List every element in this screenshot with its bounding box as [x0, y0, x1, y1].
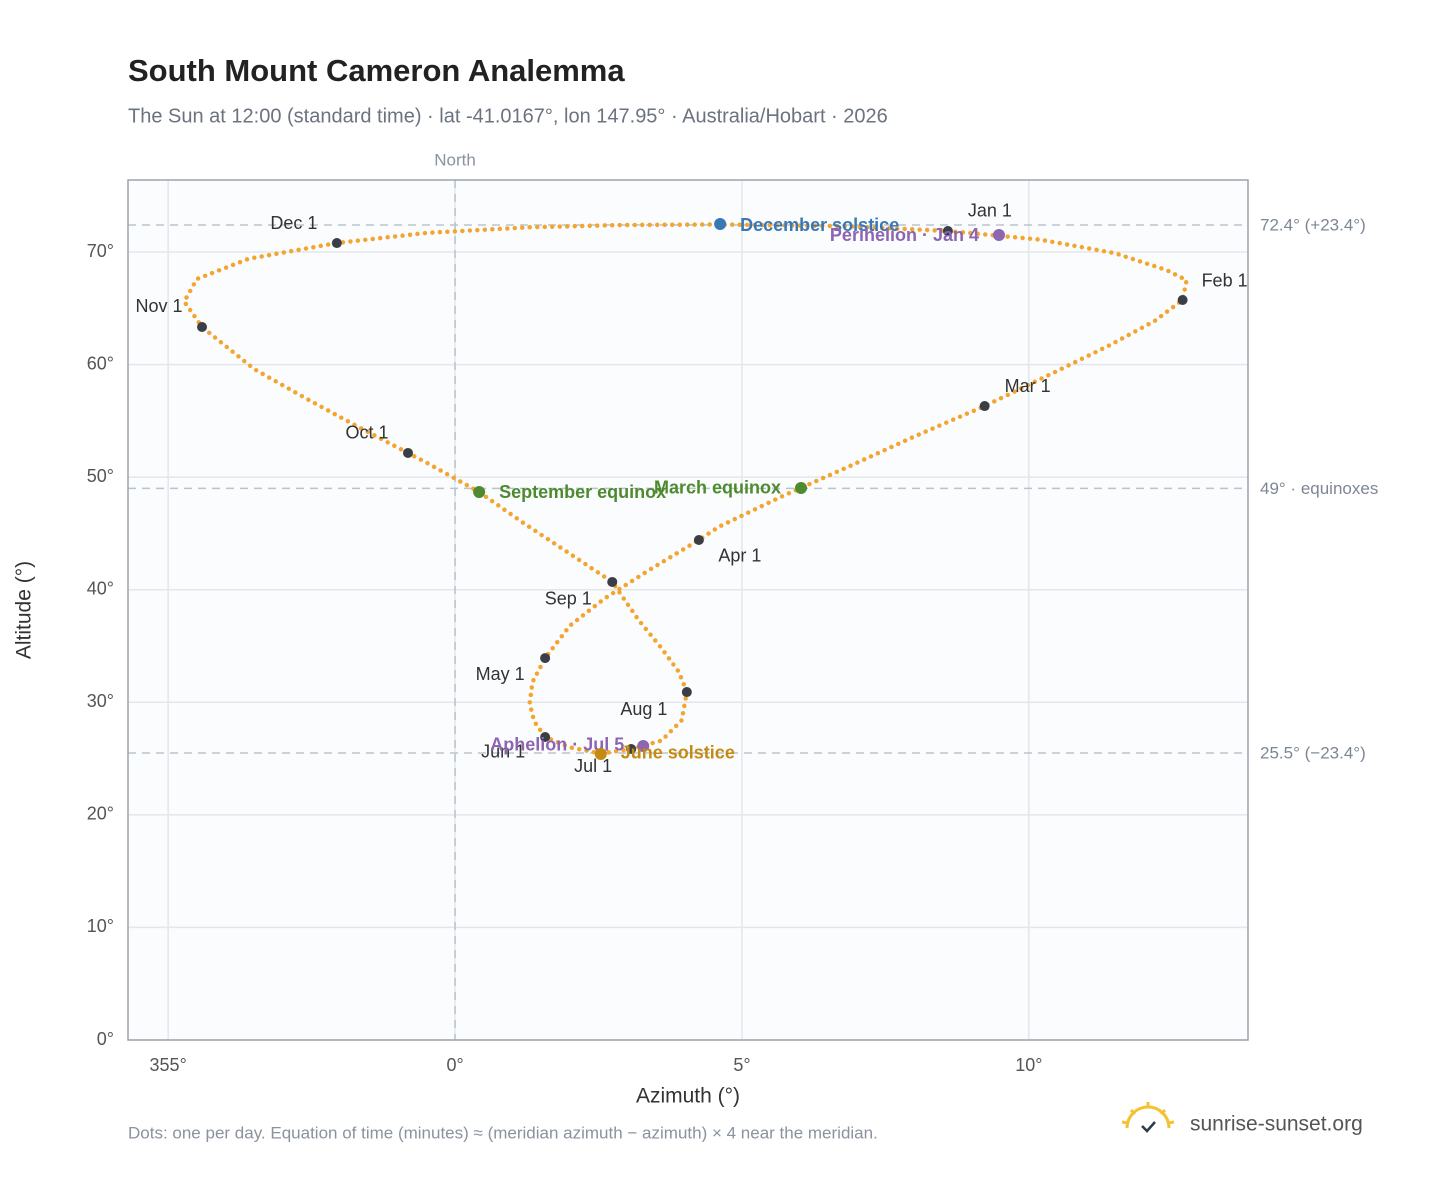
- event-label: September equinox: [499, 482, 666, 502]
- reference-label: 25.5° (−23.4°): [1260, 743, 1366, 762]
- month-label: Aug 1: [620, 699, 667, 719]
- x-tick-label: 0°: [446, 1055, 463, 1075]
- month-marker: [681, 687, 692, 698]
- reference-label: 49° · equinoxes: [1260, 479, 1378, 498]
- month-label: Apr 1: [718, 546, 761, 566]
- month-marker: [331, 238, 342, 249]
- month-marker: [979, 401, 990, 412]
- x-tick-label: 5°: [733, 1055, 750, 1075]
- month-label: May 1: [476, 664, 525, 684]
- month-marker: [403, 447, 413, 458]
- x-axis-label: Azimuth (°): [636, 1085, 740, 1108]
- month-label: Sep 1: [545, 589, 592, 609]
- y-tick-label: 60°: [87, 353, 114, 373]
- x-tick-label: 10°: [1015, 1055, 1042, 1075]
- month-marker: [626, 744, 637, 755]
- event-label: Aphelion · Jul 5: [490, 735, 624, 755]
- event-marker: [992, 229, 1005, 242]
- event-marker: [637, 739, 650, 752]
- sun-rays: [1121, 1102, 1175, 1125]
- event-marker: [594, 747, 607, 760]
- y-tick-label: 0°: [97, 1029, 114, 1049]
- y-tick-label: 20°: [87, 804, 114, 824]
- month-label: Feb 1: [1202, 271, 1248, 291]
- event-label: Perihelion · Jan 4: [830, 225, 979, 245]
- month-label: Nov 1: [136, 296, 183, 316]
- month-marker: [942, 225, 953, 236]
- event-marker: [795, 481, 808, 494]
- chart-subtitle: The Sun at 12:00 (standard time) · lat -…: [128, 105, 888, 127]
- y-tick-label: 50°: [87, 466, 114, 486]
- brand-logo: [1121, 1102, 1175, 1133]
- y-axis-label: Altitude (°): [13, 561, 36, 659]
- event-label: June solstice: [621, 743, 735, 763]
- month-label: Dec 1: [270, 213, 317, 233]
- month-marker: [540, 731, 551, 742]
- y-tick-label: 30°: [87, 691, 114, 711]
- check-icon: [1141, 1121, 1156, 1133]
- y-tick-label: 40°: [87, 578, 114, 598]
- y-tick-label: 10°: [87, 916, 114, 936]
- x-tick-label: 355°: [150, 1055, 187, 1075]
- month-label: Jan 1: [968, 201, 1012, 221]
- brand-name: sunrise-sunset.org: [1190, 1113, 1363, 1136]
- month-marker: [1177, 294, 1188, 305]
- plot-area: [128, 180, 1248, 1040]
- meridian-label: North: [434, 150, 476, 169]
- event-marker: [473, 486, 486, 499]
- plot-frame: [127, 179, 1249, 1041]
- month-marker: [197, 322, 208, 333]
- y-tick-label: 70°: [87, 241, 114, 261]
- event-marker: [714, 218, 727, 231]
- month-label: Mar 1: [1005, 376, 1051, 396]
- plot-layer: Jan 1 Feb 1 Mar 1 Apr 1 May 1 Jun 1 Jul 1 Aug 1…: [128, 180, 1248, 1041]
- month-marker: [693, 534, 704, 545]
- event-label: March equinox: [654, 478, 781, 498]
- footnote: Dots: one per day. Equation of time (min…: [128, 1123, 878, 1142]
- month-marker: [607, 576, 618, 587]
- month-marker: [540, 653, 551, 664]
- month-label: Jun 1: [481, 742, 525, 762]
- month-label: Oct 1: [345, 423, 388, 443]
- chart-title: South Mount Cameron Analemma: [128, 53, 625, 88]
- month-label: Jul 1: [574, 756, 612, 776]
- reference-label: 72.4° (+23.4°): [1260, 216, 1366, 235]
- event-label: December solstice: [740, 215, 899, 235]
